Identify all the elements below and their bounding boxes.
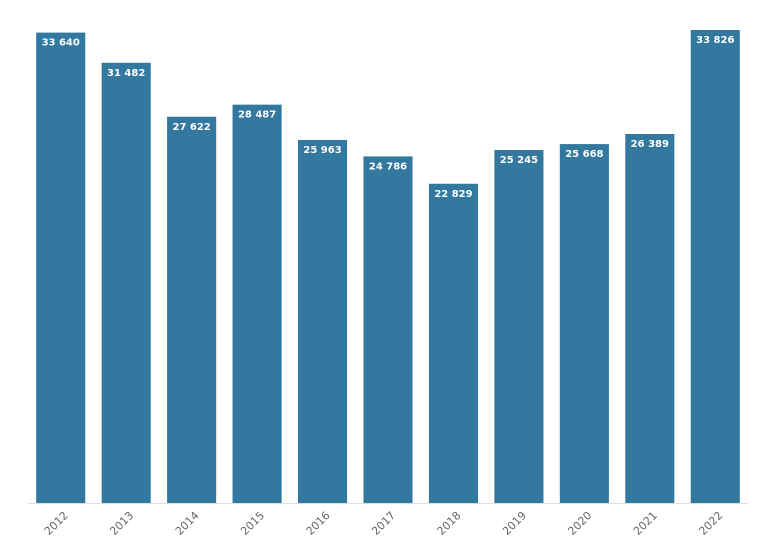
bar	[625, 133, 675, 503]
x-tick-label: 2016	[304, 509, 333, 538]
bar	[363, 156, 413, 503]
bar	[232, 104, 282, 503]
bar	[36, 32, 86, 504]
x-tick-label: 2017	[369, 509, 398, 538]
bar	[298, 139, 348, 503]
x-tick-label: 2015	[238, 509, 267, 538]
value-label: 27 622	[172, 122, 210, 133]
x-tick-label: 2018	[435, 509, 464, 538]
bar	[167, 116, 217, 503]
value-label: 25 245	[500, 155, 538, 166]
x-tick-label: 2020	[565, 509, 594, 538]
value-label: 33 640	[42, 38, 80, 49]
value-label: 33 826	[696, 35, 734, 46]
value-label: 22 829	[434, 189, 472, 200]
x-tick-label: 2013	[107, 509, 136, 538]
x-tick-label: 2014	[173, 509, 202, 538]
bar	[101, 62, 151, 503]
bar	[428, 183, 478, 503]
value-label: 26 389	[631, 139, 669, 150]
x-tick-label: 2019	[500, 509, 529, 538]
x-tick-label: 2021	[631, 509, 660, 538]
x-tick-label: 2012	[42, 509, 71, 538]
value-label: 31 482	[107, 68, 145, 79]
value-label: 25 668	[565, 149, 603, 160]
bar	[494, 149, 544, 504]
bar	[559, 144, 609, 503]
value-label: 25 963	[303, 145, 341, 156]
x-tick-label: 2022	[696, 509, 725, 538]
value-label: 24 786	[369, 161, 407, 172]
bar	[690, 30, 740, 503]
value-label: 28 487	[238, 110, 276, 121]
